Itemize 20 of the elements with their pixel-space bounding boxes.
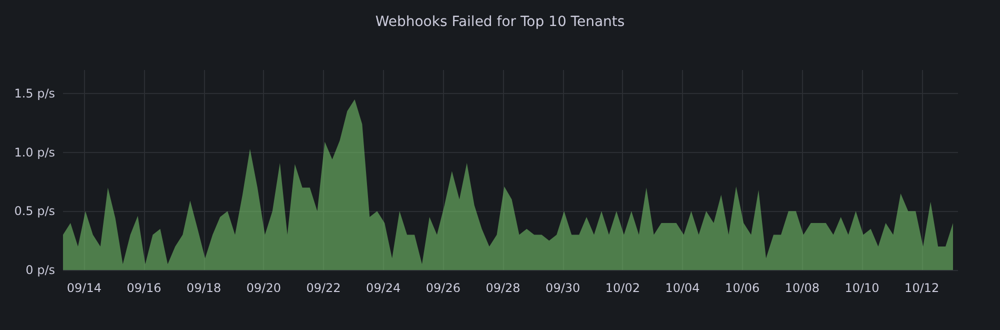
x-tick-label: 09/14 bbox=[66, 281, 102, 295]
y-tick-label: 0 p/s bbox=[26, 263, 55, 277]
x-tick-label: 10/10 bbox=[844, 281, 880, 295]
y-tick-label: 1.0 p/s bbox=[14, 145, 55, 160]
x-tick-label: 09/20 bbox=[246, 281, 281, 295]
chart-title: Webhooks Failed for Top 10 Tenants bbox=[375, 14, 625, 30]
x-tick-label: 09/22 bbox=[306, 281, 341, 295]
y-tick-label: 0.5 p/s bbox=[14, 204, 55, 218]
x-tick-label: 10/02 bbox=[605, 281, 640, 295]
x-tick-label: 09/18 bbox=[186, 281, 222, 295]
x-tick-label: 09/24 bbox=[366, 281, 401, 295]
x-tick-label: 10/12 bbox=[904, 281, 940, 295]
x-tick-label: 10/08 bbox=[784, 281, 820, 295]
y-tick-label: 1.5 p/s bbox=[14, 86, 55, 101]
x-tick-label: 09/28 bbox=[486, 281, 520, 295]
x-tick-label: 10/04 bbox=[665, 281, 700, 295]
x-tick-label: 09/26 bbox=[426, 281, 460, 295]
x-tick-label: 09/30 bbox=[546, 281, 580, 295]
x-tick-label: 09/16 bbox=[126, 281, 162, 295]
x-tick-label: 10/06 bbox=[725, 281, 760, 295]
